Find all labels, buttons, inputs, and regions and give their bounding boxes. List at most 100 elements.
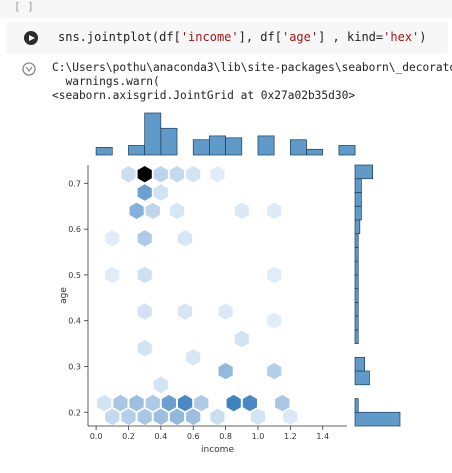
hexbin: [137, 340, 152, 357]
marginal-y-bar: [354, 398, 359, 413]
hexbin: [153, 166, 168, 183]
hexbin: [178, 394, 193, 412]
code-string-age: 'age': [281, 30, 319, 44]
marginal-x-bar: [144, 112, 162, 156]
hexbin: [210, 166, 225, 183]
marginal-x-bar: [192, 139, 210, 156]
previous-cell-strip: [ ]: [0, 0, 452, 18]
x-axis-label: income: [201, 445, 234, 455]
hexbin: [105, 230, 120, 247]
y-tick-label: 0.2: [68, 408, 81, 417]
output-icon[interactable]: [22, 62, 36, 76]
hexbin: [275, 394, 290, 412]
y-tick-label: 0.4: [68, 317, 81, 326]
hexbin: [194, 394, 209, 412]
x-tick-label: 0.0: [90, 432, 103, 441]
hexbin: [169, 408, 185, 425]
code-mid: ], df[: [238, 30, 282, 44]
code-line[interactable]: sns.jointplot(df['income'], df['age'] , …: [58, 30, 427, 44]
x-tick-label: 0.8: [219, 432, 232, 441]
hexbin: [145, 202, 160, 219]
hexbin: [137, 266, 152, 284]
marginal-y-bar: [354, 219, 361, 235]
marginal-x-bar: [128, 145, 146, 156]
hexbin: [145, 394, 160, 412]
hexbin: [129, 202, 144, 219]
hexbin: [161, 394, 176, 412]
hexbin: [186, 408, 201, 425]
output-repr: <seaborn.axisgrid.JointGrid at 0x27a02b3…: [52, 89, 356, 102]
run-cell-button[interactable]: [24, 31, 38, 45]
marginal-y-bar: [354, 411, 401, 427]
hexbin: [250, 408, 266, 425]
hexbin: [218, 303, 233, 320]
code-string-hex: 'hex': [383, 30, 420, 44]
hexbin: [267, 202, 282, 219]
previous-output-stub: [ ]: [14, 0, 34, 13]
y-tick-label: 0.7: [68, 179, 81, 188]
hexbin: [186, 349, 201, 366]
x-tick-label: 1.2: [284, 432, 297, 441]
marginal-x-bar: [338, 145, 356, 156]
y-tick-label: 0.6: [68, 225, 81, 234]
hexbin: [137, 303, 152, 320]
hexbin: [113, 394, 128, 412]
marginal-y-bar: [354, 247, 359, 262]
output-warning-call: warnings.warn(: [52, 75, 160, 88]
x-tick-label: 1.4: [316, 432, 329, 441]
marginal-y-bar: [354, 205, 362, 221]
hexbin: [137, 408, 152, 425]
hexbin: [153, 408, 168, 425]
marginal-x-bar: [257, 135, 275, 156]
marginal-y-bar: [354, 315, 359, 331]
hexbin: [97, 394, 112, 412]
marginal-x-bar: [225, 137, 243, 156]
marginal-y-bar: [354, 178, 362, 193]
output-text: C:\Users\pothu\anaconda3\lib\site-packag…: [52, 61, 452, 103]
marginal-y-bar: [354, 329, 359, 344]
marginal-x-bar: [289, 139, 307, 156]
marginal-y-bar: [354, 233, 359, 248]
marginal-y-bar: [354, 356, 365, 372]
hexbin: [226, 394, 241, 412]
hexbin: [283, 408, 298, 425]
marginal-y-bar: [354, 260, 359, 276]
hexbin: [121, 166, 136, 183]
hexbin: [137, 166, 152, 183]
y-tick-label: 0.3: [68, 362, 81, 371]
code-cell[interactable]: sns.jointplot(df['income'], df['age'] , …: [6, 22, 448, 54]
hexbin: [169, 202, 185, 219]
hexbin: [105, 266, 120, 284]
code-prefix: sns.jointplot(df[: [58, 30, 181, 44]
hexbin: [129, 394, 144, 412]
marginal-x-bar: [306, 148, 324, 156]
marginal-x-bar: [160, 127, 178, 156]
hexbin: [153, 184, 168, 201]
hexbin: [234, 330, 249, 348]
code-string-income: 'income': [180, 30, 239, 44]
hexbin: [186, 166, 201, 183]
code-mid2: ] , kind=: [318, 30, 384, 44]
marginal-x-bar: [209, 135, 226, 156]
x-tick-label: 1.0: [252, 432, 265, 441]
hexbin: [137, 184, 152, 201]
hexbin: [267, 266, 282, 284]
hexbin: [267, 362, 282, 380]
hexbin: [242, 394, 257, 412]
output-warning-path: C:\Users\pothu\anaconda3\lib\site-packag…: [52, 61, 452, 74]
x-tick-label: 0.6: [187, 432, 200, 441]
marginal-y-bar: [354, 370, 370, 386]
hexbin: [137, 230, 152, 247]
hexbin: [234, 202, 249, 219]
y-axis-label: age: [59, 287, 69, 304]
marginal-x-bar: [95, 147, 113, 156]
marginal-y-bar: [354, 192, 362, 207]
x-tick-label: 0.2: [122, 432, 135, 441]
hexbin: [169, 166, 185, 183]
marginal-y-bar: [354, 274, 359, 289]
hexbin: [178, 230, 193, 247]
hexbin: [267, 312, 282, 329]
code-suffix: ): [419, 30, 427, 44]
hexbin: [105, 408, 120, 425]
